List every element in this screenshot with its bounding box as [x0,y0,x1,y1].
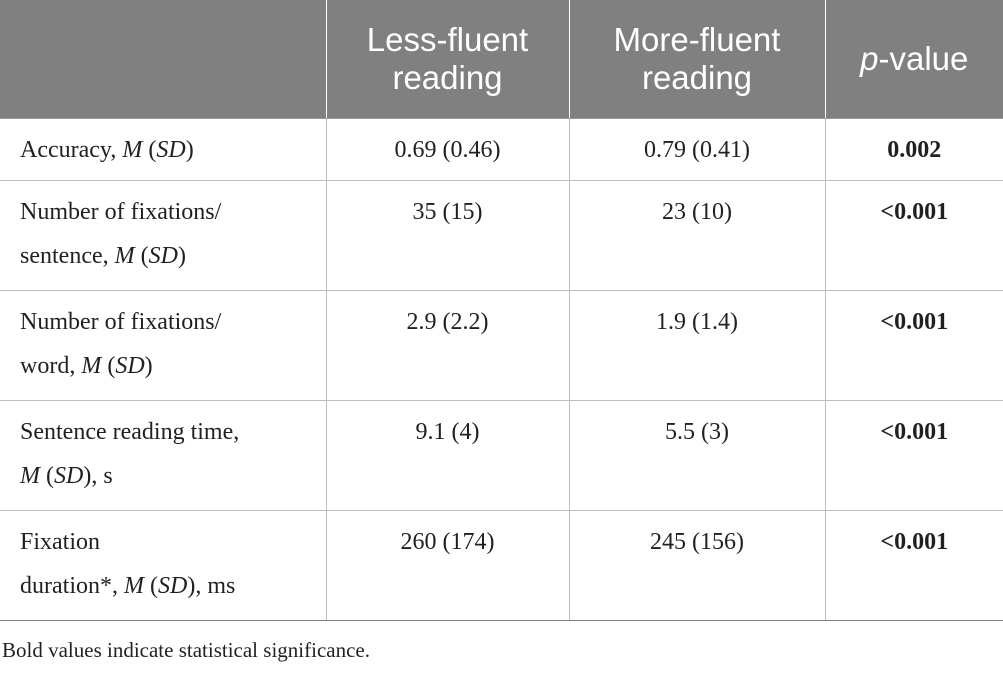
header-p-value: p-value [825,0,1003,119]
label-italic: SD [148,242,178,269]
label-italic: SD [54,462,84,489]
header-more-fluent: More-fluent reading [569,0,826,119]
label-line2: M (SD), s [20,454,316,498]
less-fluent-value: 35 (15) [326,180,570,291]
header-row: Less-fluent reading More-fluent reading … [0,0,1003,119]
label-italic: M [122,136,143,163]
header-p-rest: -value [878,39,969,77]
row-label: Sentence reading time, M (SD), s [0,400,327,511]
label-text: ), ms [187,572,236,599]
header-more-fluent-line2: reading [641,58,753,96]
less-fluent-value: 9.1 (4) [326,400,570,511]
row-label: Accuracy, M (SD) [0,118,327,181]
label-text: ) [185,136,194,163]
header-p-italic: p [860,39,879,77]
p-value: <0.001 [825,400,1003,511]
table-row-fixations-word: Number of fixations/word, M (SD) 2.9 (2.… [0,290,1003,401]
table-row-accuracy: Accuracy, M (SD) 0.69 (0.46) 0.79 (0.41)… [0,118,1003,181]
row-label: Fixation duration*, M (SD), ms [0,510,327,621]
label-text: word, [20,352,82,379]
label-italic: SD [157,572,188,599]
header-less-fluent-line1: Less-fluent [366,20,529,58]
label-text: ( [142,136,157,163]
p-value: <0.001 [825,290,1003,401]
table-row-sentence-reading-time: Sentence reading time, M (SD), s 9.1 (4) … [0,400,1003,511]
more-fluent-value: 5.5 (3) [569,400,826,511]
header-more-fluent-line1: More-fluent [613,20,781,58]
label-text: sentence, [20,242,115,269]
header-less-fluent-line2: reading [392,58,503,96]
label-text: ( [101,352,116,379]
label-line1: Fixation [20,528,101,555]
label-text: duration*, [20,572,124,599]
label-line2: sentence, M (SD) [20,234,316,278]
less-fluent-value: 0.69 (0.46) [326,118,570,181]
label-line1: Number of fixations/ [20,308,222,335]
more-fluent-value: 245 (156) [569,510,826,621]
header-less-fluent: Less-fluent reading [326,0,570,119]
label-line1: Number of fixations/ [20,198,222,225]
statistics-table: Less-fluent reading More-fluent reading … [0,0,1003,621]
label-italic: SD [115,352,145,379]
label-text: ) [144,352,153,379]
table-body: Accuracy, M (SD) 0.69 (0.46) 0.79 (0.41)… [0,118,1003,621]
label-italic: SD [156,136,186,163]
table-row-fixation-duration: Fixation duration*, M (SD), ms 260 (174) … [0,510,1003,621]
table-footnote: Bold values indicate statistical signifi… [2,638,370,662]
label-text: ( [40,462,54,489]
label-text: ( [143,572,158,599]
p-value: <0.001 [825,180,1003,291]
less-fluent-value: 260 (174) [326,510,570,621]
label-text: ) [177,242,186,269]
label-line2: word, M (SD) [20,344,316,388]
table-header: Less-fluent reading More-fluent reading … [0,0,1003,119]
label-text: ), s [83,462,113,489]
row-label: Number of fixations/word, M (SD) [0,290,327,401]
more-fluent-value: 1.9 (1.4) [569,290,826,401]
table-row-fixations-sentence: Number of fixations/sentence, M (SD) 35 … [0,180,1003,291]
more-fluent-value: 0.79 (0.41) [569,118,826,181]
label-line1: Sentence reading time, [20,418,240,445]
less-fluent-value: 2.9 (2.2) [326,290,570,401]
label-italic: M [81,352,102,379]
p-value: 0.002 [825,118,1003,181]
header-empty-cell [0,0,327,119]
label-italic: M [20,462,40,489]
label-text: Accuracy, [20,136,123,163]
label-text: ( [134,242,149,269]
label-italic: M [114,242,135,269]
more-fluent-value: 23 (10) [569,180,826,291]
p-value: <0.001 [825,510,1003,621]
label-italic: M [123,572,144,599]
label-line2: duration*, M (SD), ms [20,564,316,608]
row-label: Number of fixations/sentence, M (SD) [0,180,327,291]
